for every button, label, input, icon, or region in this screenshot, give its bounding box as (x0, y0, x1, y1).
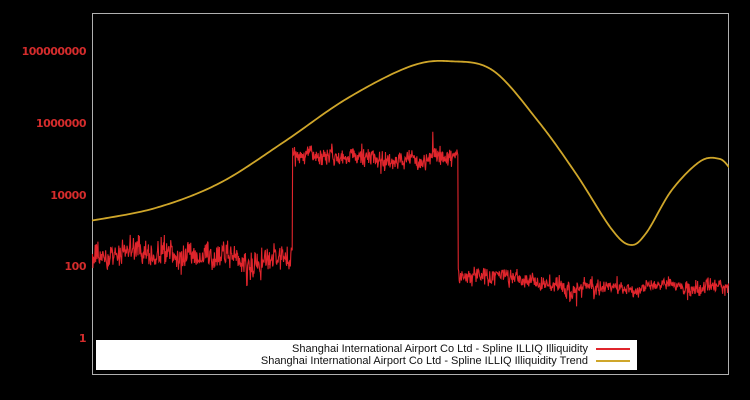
legend-label: Shanghai International Airport Co Ltd - … (292, 343, 588, 355)
series-line-illiquidity (92, 131, 729, 307)
legend-label: Shanghai International Airport Co Ltd - … (260, 355, 588, 367)
legend-item[interactable]: Shanghai International Airport Co Ltd - … (103, 355, 630, 367)
y-tick-label: 1000000 (35, 116, 87, 130)
legend-swatch-line (596, 348, 630, 350)
plot-frame (92, 13, 729, 375)
y-tick-label: 100000000 (21, 45, 87, 58)
y-tick-label: 100 (64, 260, 87, 274)
chart-legend[interactable]: Shanghai International Airport Co Ltd - … (96, 340, 637, 370)
series-line-trend (92, 59, 729, 246)
y-tick-label: 1 (78, 332, 87, 345)
legend-swatch-line (596, 360, 630, 362)
legend-item[interactable]: Shanghai International Airport Co Ltd - … (103, 343, 630, 355)
y-tick-label: 10000 (50, 188, 86, 202)
